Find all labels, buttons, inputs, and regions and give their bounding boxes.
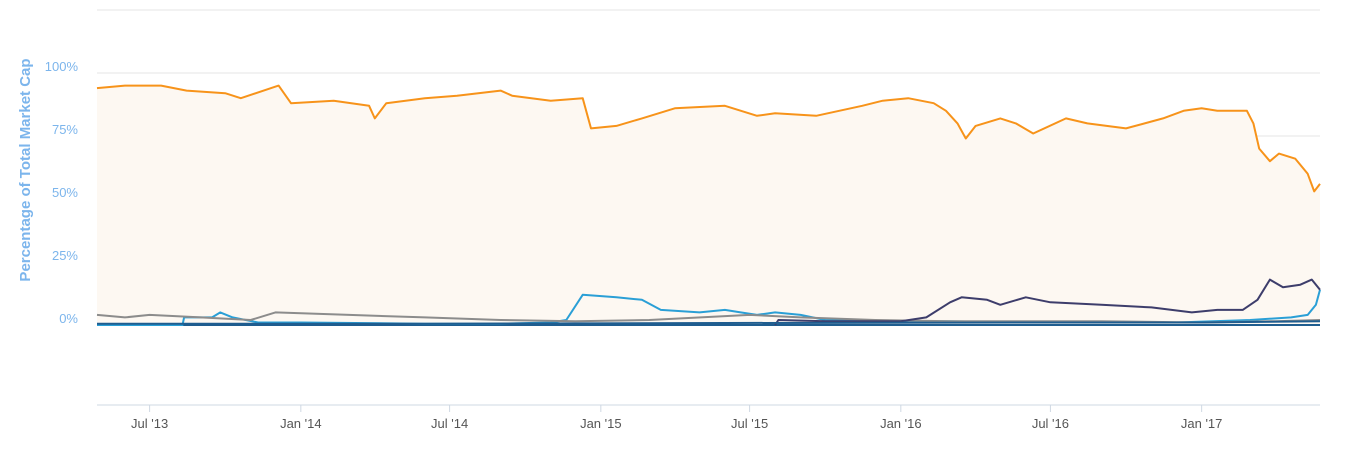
x-tick-label: Jul '15 xyxy=(731,416,768,431)
y-tick-label: 0% xyxy=(59,311,78,326)
x-tick-label: Jan '14 xyxy=(280,416,322,431)
y-axis-title: Percentage of Total Market Cap xyxy=(17,58,34,281)
area-fill xyxy=(97,85,1320,325)
y-axis: 0% 25% 50% 75% 100% xyxy=(45,59,79,326)
y-tick-label: 100% xyxy=(45,59,79,74)
x-tick-label: Jul '14 xyxy=(431,416,468,431)
series-line-3 xyxy=(96,311,1321,324)
series-line-5 xyxy=(97,320,1321,325)
plot-area xyxy=(96,84,1321,326)
x-tick-label: Jul '16 xyxy=(1032,416,1069,431)
x-tick-label: Jan '17 xyxy=(1181,416,1223,431)
x-tick-label: Jan '15 xyxy=(580,416,622,431)
x-tick-label: Jul '13 xyxy=(131,416,168,431)
x-tick-label: Jan '16 xyxy=(880,416,922,431)
y-tick-label: 50% xyxy=(52,185,78,200)
y-tick-label: 25% xyxy=(52,248,78,263)
series-line-4 xyxy=(774,278,1321,326)
y-tick-label: 75% xyxy=(52,122,78,137)
x-axis: Jul '13 Jan '14 Jul '14 Jan '15 Jul '15 Jan '… xyxy=(97,404,1320,431)
series-line-1 xyxy=(96,84,1321,193)
